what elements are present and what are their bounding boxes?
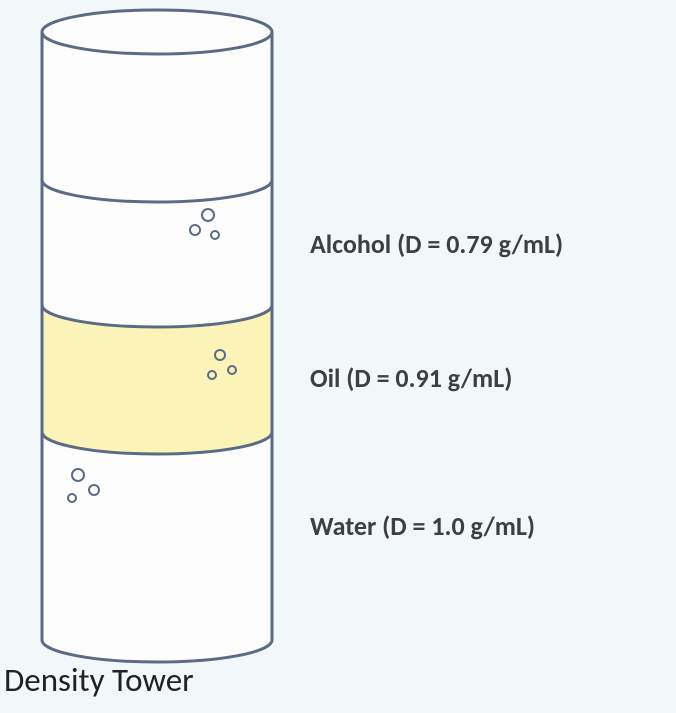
density-tower-svg [0, 0, 676, 713]
layer-band-headspace [42, 32, 272, 202]
layer-label-oil: Oil (D = 0.91 g/mL) [310, 362, 512, 394]
diagram-title: Density Tower [4, 660, 194, 700]
layer-label-alcohol: Alcohol (D = 0.79 g/mL) [310, 228, 563, 260]
layer-label-water: Water (D = 1.0 g/mL) [310, 510, 535, 542]
cylinder-top-rim [42, 10, 272, 54]
diagram-canvas: Alcohol (D = 0.79 g/mL) Oil (D = 0.91 g/… [0, 0, 676, 713]
layer-band-water [42, 432, 272, 662]
